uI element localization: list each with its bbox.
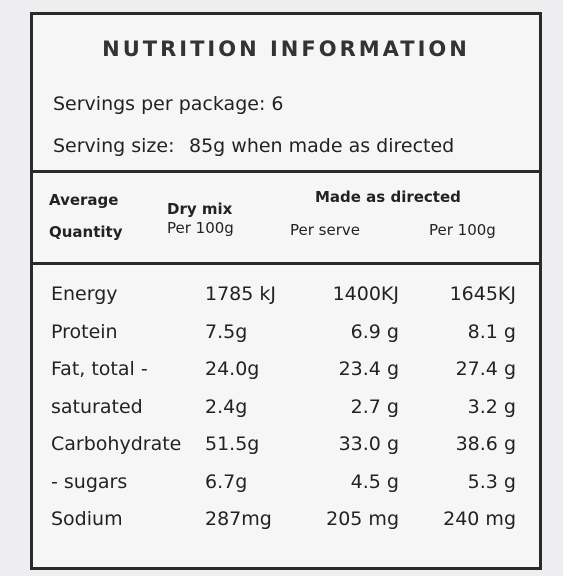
divider xyxy=(33,262,539,265)
nutrient-name: Energy xyxy=(51,283,118,305)
serving-size-label: Serving size: xyxy=(53,135,175,157)
per-100g-value: 38.6 g xyxy=(455,433,516,455)
per-100g-value: 3.2 g xyxy=(467,395,516,418)
nutrient-name: Fat, total - xyxy=(51,358,148,380)
header-average: Average xyxy=(49,191,119,209)
per-serve-value: 23.4 g xyxy=(338,358,399,380)
nutrient-name: - sugars xyxy=(51,470,128,493)
per-100g-value: 1645KJ xyxy=(449,283,516,305)
per-serve-value: 33.0 g xyxy=(338,433,399,455)
header-quantity: Quantity xyxy=(49,223,123,241)
nutrition-panel: NUTRITION INFORMATION Servings per packa… xyxy=(30,12,542,570)
header-per-100g: Per 100g xyxy=(429,221,496,239)
title: NUTRITION INFORMATION xyxy=(102,37,470,61)
serving-size-value: 85g when made as directed xyxy=(189,135,455,157)
nutrient-name: Sodium xyxy=(51,508,123,530)
dry-mix-value: 1785 kJ xyxy=(205,283,276,305)
per-serve-value: 4.5 g xyxy=(350,470,399,493)
dry-mix-value: 2.4g xyxy=(205,395,248,418)
per-100g-value: 240 mg xyxy=(443,508,516,530)
header-per-serve: Per serve xyxy=(290,221,360,239)
per-serve-value: 2.7 g xyxy=(350,395,399,418)
dry-mix-value: 24.0g xyxy=(205,358,260,380)
dry-mix-value: 287mg xyxy=(205,508,272,530)
header-made-as-directed: Made as directed xyxy=(315,188,461,206)
per-100g-value: 5.3 g xyxy=(467,470,516,493)
header-dry-mix-unit: Per 100g xyxy=(167,219,234,237)
nutrient-name: Protein xyxy=(51,320,118,343)
per-serve-value: 6.9 g xyxy=(350,320,399,343)
per-100g-value: 27.4 g xyxy=(455,358,516,380)
servings: Servings per package: 6 xyxy=(53,93,284,115)
nutrient-name: Carbohydrate xyxy=(51,433,182,455)
dry-mix-value: 51.5g xyxy=(205,433,260,455)
per-serve-value: 205 mg xyxy=(326,508,399,530)
nutrient-name: saturated xyxy=(51,395,143,418)
per-100g-value: 8.1 g xyxy=(467,320,516,343)
divider xyxy=(33,170,539,173)
header-dry-mix: Dry mix xyxy=(167,200,233,218)
per-serve-value: 1400KJ xyxy=(332,283,399,305)
dry-mix-value: 6.7g xyxy=(205,470,248,493)
dry-mix-value: 7.5g xyxy=(205,320,248,343)
